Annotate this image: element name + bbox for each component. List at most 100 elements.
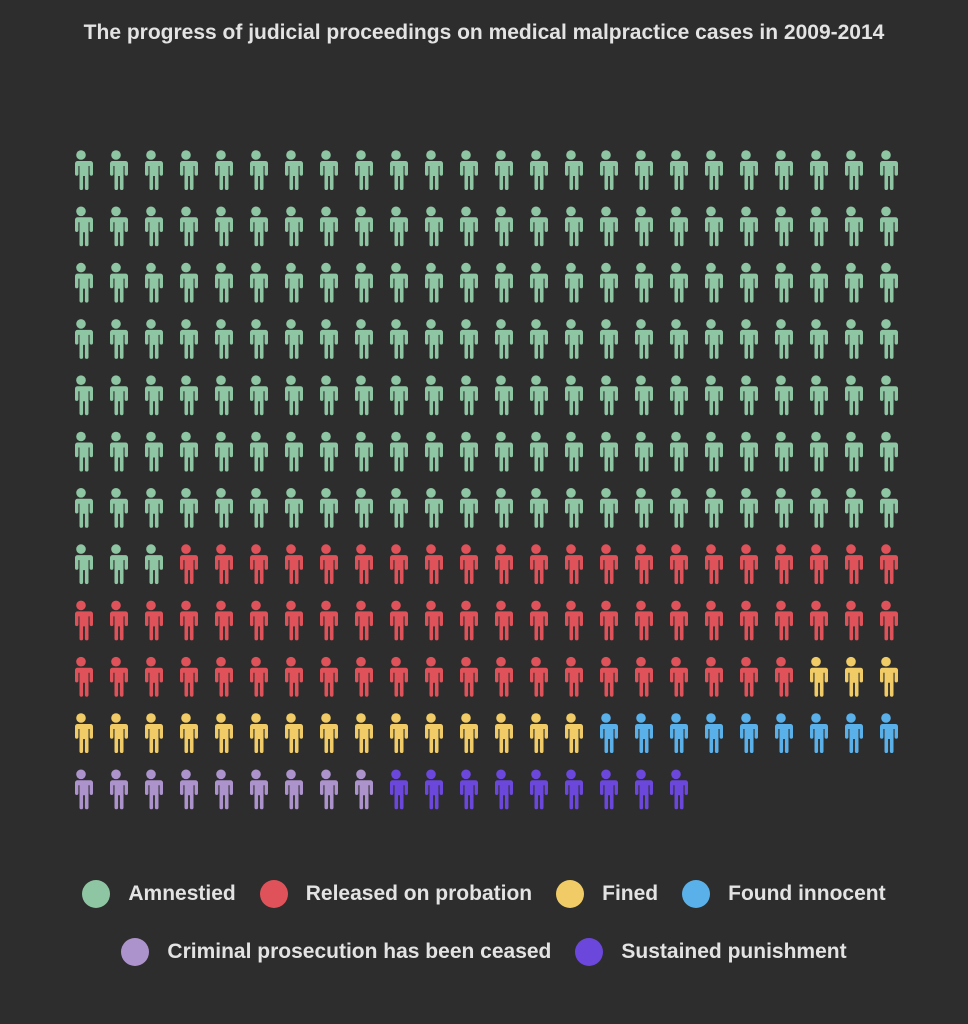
person-icon [281,656,303,697]
legend-label: Found innocent [728,882,886,905]
person-icon [806,319,828,359]
person-icon [386,713,408,753]
legend-item[interactable]: Amnestied [82,880,236,908]
person-icon [246,206,268,247]
legend-item[interactable]: Found innocent [682,880,886,908]
person-icon [351,431,373,472]
person-icon [631,375,653,416]
person-icon [596,319,618,359]
person-icon [666,375,688,416]
person-icon [176,769,198,810]
person-icon [386,656,408,697]
person-icon [281,319,303,359]
person-icon [246,375,268,416]
person-icon [666,656,688,697]
legend-row: Amnestied Released on probation Fined Found… [0,880,968,908]
person-icon [351,488,373,528]
person-icon [71,262,93,303]
person-icon [176,150,198,190]
person-icon [246,769,268,810]
person-icon [876,544,898,585]
legend-label: Criminal prosecution has been ceased [167,940,552,963]
person-icon [351,600,373,641]
person-icon [666,600,688,641]
person-icon [246,488,268,528]
person-icon [141,488,163,528]
person-icon [491,150,513,190]
person-icon [316,488,338,528]
person-icon [456,713,478,753]
person-icon [421,713,443,753]
person-icon [561,206,583,247]
legend-item[interactable]: Fined [556,880,658,908]
person-icon [876,206,898,247]
person-icon [316,769,338,810]
person-icon [141,150,163,190]
person-icon [841,431,863,472]
person-icon [561,150,583,190]
person-icon [631,769,653,810]
person-icon [666,488,688,528]
person-icon [806,262,828,303]
person-icon [701,150,723,190]
person-icon [176,713,198,753]
person-icon [246,431,268,472]
person-icon [596,375,618,416]
person-icon [351,656,373,697]
person-icon [701,262,723,303]
person-icon [386,488,408,528]
person-icon [246,713,268,753]
person-icon [736,600,758,641]
person-icon [631,656,653,697]
person-icon [246,600,268,641]
person-icon [631,431,653,472]
person-icon [491,375,513,416]
person-icon [176,600,198,641]
person-icon [526,150,548,190]
legend-row: Criminal prosecution has been ceased Sust… [0,938,968,966]
person-icon [631,319,653,359]
person-icon [106,769,128,810]
person-icon [351,319,373,359]
person-icon [736,544,758,585]
person-icon [701,713,723,753]
person-icon [771,544,793,585]
person-icon [421,206,443,247]
person-icon [631,544,653,585]
person-icon [71,769,93,810]
person-icon [876,150,898,190]
person-icon [456,431,478,472]
person-icon [561,262,583,303]
person-icon [211,600,233,641]
person-icon [491,713,513,753]
person-icon [456,488,478,528]
person-icon [771,375,793,416]
person-icon [561,769,583,810]
legend-item[interactable]: Sustained punishment [575,938,847,966]
person-icon [281,150,303,190]
person-icon [176,544,198,585]
person-icon [106,262,128,303]
person-icon [876,656,898,697]
person-icon [876,600,898,641]
person-icon [351,713,373,753]
person-icon [631,262,653,303]
person-icon [421,544,443,585]
legend-item[interactable]: Criminal prosecution has been ceased [121,938,551,966]
person-icon [281,600,303,641]
person-icon [736,431,758,472]
person-icon [106,375,128,416]
legend-item[interactable]: Released on probation [259,880,532,908]
person-icon [526,206,548,247]
person-icon [841,488,863,528]
person-icon [666,150,688,190]
person-icon [176,206,198,247]
person-icon [561,656,583,697]
legend-swatch [682,880,711,908]
person-icon [71,375,93,416]
person-icon [141,600,163,641]
person-icon [421,769,443,810]
person-icon [526,544,548,585]
person-icon [596,713,618,753]
legend-label: Amnestied [128,882,236,905]
